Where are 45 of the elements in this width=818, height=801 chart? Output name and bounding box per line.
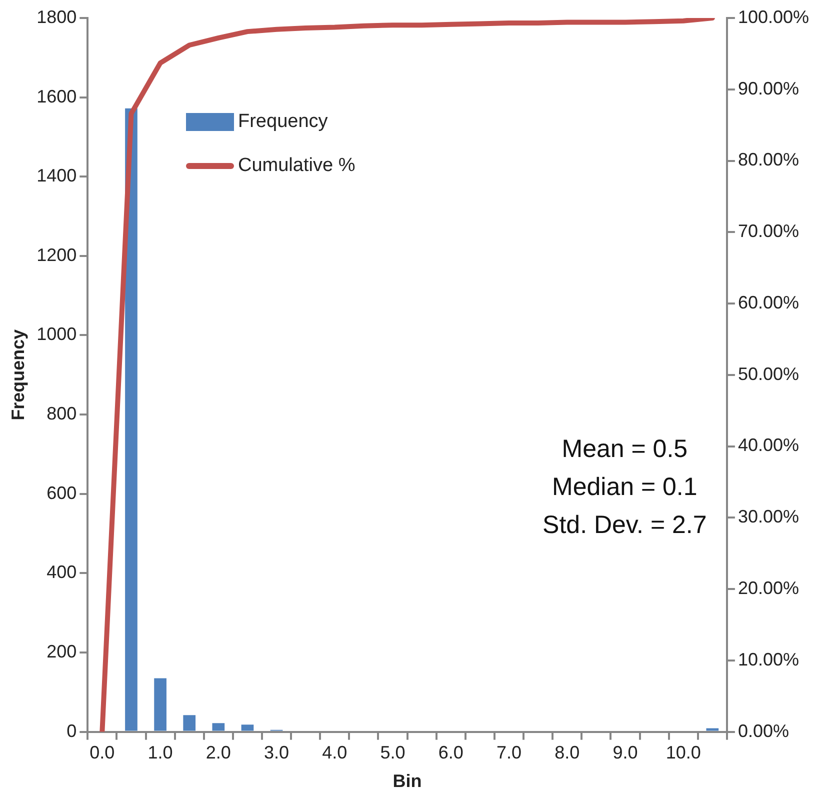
- y2-tick-label: 0.00%: [738, 720, 789, 741]
- x-tick-label: 9.0: [612, 742, 638, 763]
- y2-tick-label: 60.00%: [738, 292, 800, 312]
- bar: [212, 723, 225, 731]
- y-tick-label: 1400: [36, 166, 77, 186]
- y-tick-label: 1800: [36, 6, 77, 27]
- y-tick-label: 0: [66, 720, 77, 741]
- legend-label: Frequency: [238, 111, 328, 133]
- y2-tick-label: 70.00%: [738, 221, 800, 242]
- y-tick-label: 600: [46, 482, 77, 503]
- bar: [183, 715, 196, 731]
- annotation: Mean = 0.5: [562, 434, 688, 463]
- bar: [241, 724, 254, 731]
- y2-tick-label: 100.00%: [738, 6, 810, 27]
- x-tick-label: 8.0: [554, 742, 580, 763]
- bar: [154, 678, 166, 731]
- x-axis-title: Bin: [392, 771, 422, 792]
- x-tick-label: 5.0: [380, 742, 406, 763]
- bar: [125, 108, 138, 731]
- y-tick-label: 1600: [36, 86, 77, 106]
- y2-tick-label: 10.00%: [738, 649, 800, 670]
- legend-label: Cumulative %: [238, 155, 356, 177]
- bar: [706, 728, 719, 731]
- y-tick-label: 1000: [36, 324, 77, 344]
- y-tick-label: 800: [46, 404, 77, 424]
- y2-tick-label: 40.00%: [738, 435, 800, 456]
- x-tick-label: 7.0: [496, 742, 522, 763]
- x-tick-label: 0.0: [90, 742, 115, 763]
- y2-tick-label: 20.00%: [738, 578, 800, 598]
- y2-tick-label: 90.00%: [738, 78, 800, 98]
- annotation: Median = 0.1: [552, 472, 698, 501]
- x-tick-label: 10.0: [666, 742, 701, 763]
- x-tick-label: 3.0: [264, 742, 290, 763]
- x-tick-label: 1.0: [148, 742, 173, 763]
- y-tick-label: 200: [46, 641, 77, 662]
- y-axis-title: Frequency: [8, 329, 28, 420]
- y2-tick-label: 80.00%: [738, 150, 800, 170]
- x-tick-label: 4.0: [322, 742, 348, 763]
- x-tick-label: 6.0: [438, 742, 464, 763]
- y2-tick-label: 30.00%: [738, 506, 800, 527]
- y-tick-label: 400: [46, 562, 77, 582]
- x-tick-label: 2.0: [206, 742, 231, 763]
- y2-tick-label: 50.00%: [738, 364, 800, 384]
- y-tick-label: 1200: [36, 244, 77, 265]
- annotation: Std. Dev. = 2.7: [542, 510, 707, 539]
